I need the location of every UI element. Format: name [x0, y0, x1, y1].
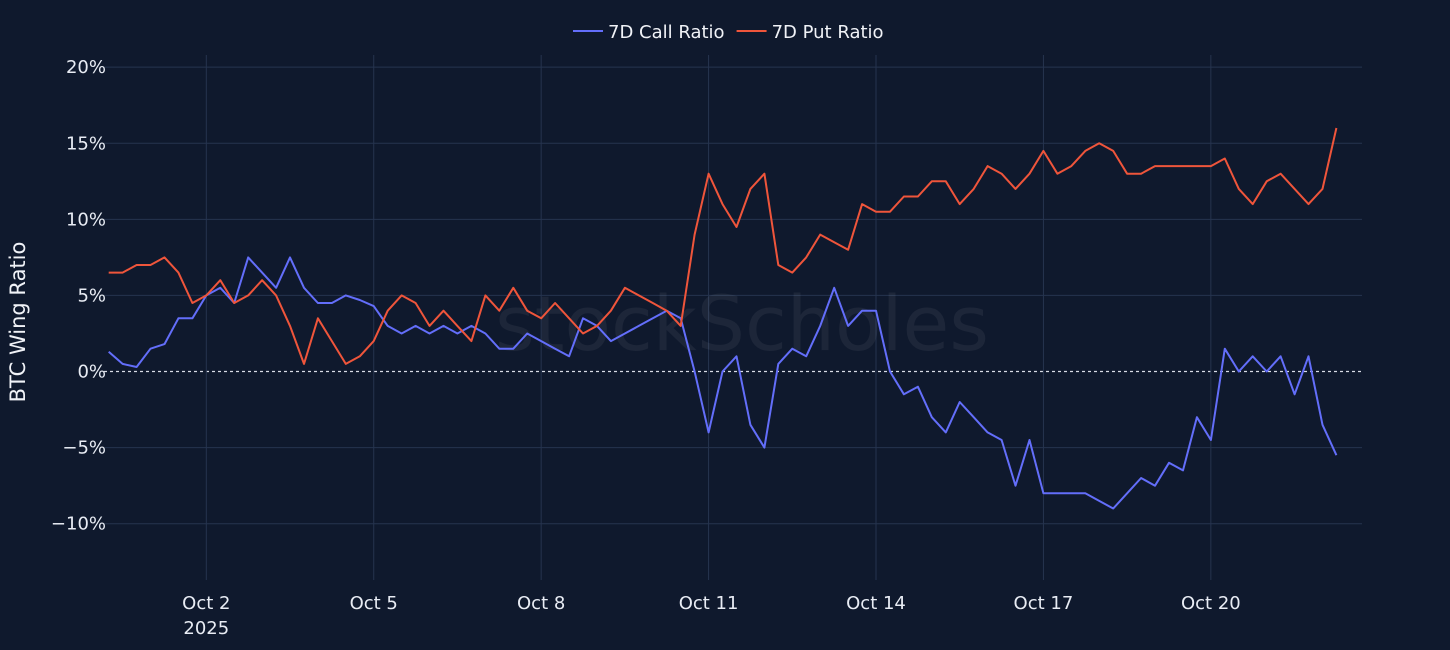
call-ratio-line: [108, 256, 1338, 510]
y-tick-label: −10%: [51, 514, 106, 535]
x-tick-label: Oct 8: [517, 593, 565, 614]
y-axis-label: BTC Wing Ratio: [6, 242, 30, 403]
y-tick-label: −5%: [62, 438, 106, 459]
x-tick-year-label: 2025: [183, 618, 229, 639]
x-tick-label: Oct 17: [1014, 593, 1074, 614]
x-axis-ticks: Oct 2 Oct 5 Oct 8 Oct 11 Oct 14 Oct 17 Oct 20 2…: [182, 593, 1241, 639]
x-tick-label: Oct 20: [1181, 593, 1241, 614]
legend-label: 7D Call Ratio: [608, 22, 725, 43]
legend: 7D Call Ratio 7D Put Ratio: [573, 22, 884, 43]
x-tick-label: Oct 2: [182, 593, 230, 614]
x-tick-label: Oct 14: [846, 593, 906, 614]
x-tick-label: Oct 11: [679, 593, 739, 614]
y-tick-label: 20%: [66, 57, 106, 78]
legend-label: 7D Put Ratio: [772, 22, 884, 43]
y-tick-label: 15%: [66, 133, 106, 154]
put-ratio-line: [108, 127, 1338, 365]
x-tick-label: Oct 5: [350, 593, 398, 614]
y-tick-label: 0%: [77, 362, 106, 383]
y-tick-label: 5%: [77, 285, 106, 306]
series-lines: [108, 127, 1338, 510]
watermark: stockScholes: [495, 279, 989, 368]
y-axis-ticks: −10% −5% 0% 5% 10% 15% 20%: [51, 57, 106, 535]
y-tick-label: 10%: [66, 209, 106, 230]
grid: [104, 55, 1362, 580]
